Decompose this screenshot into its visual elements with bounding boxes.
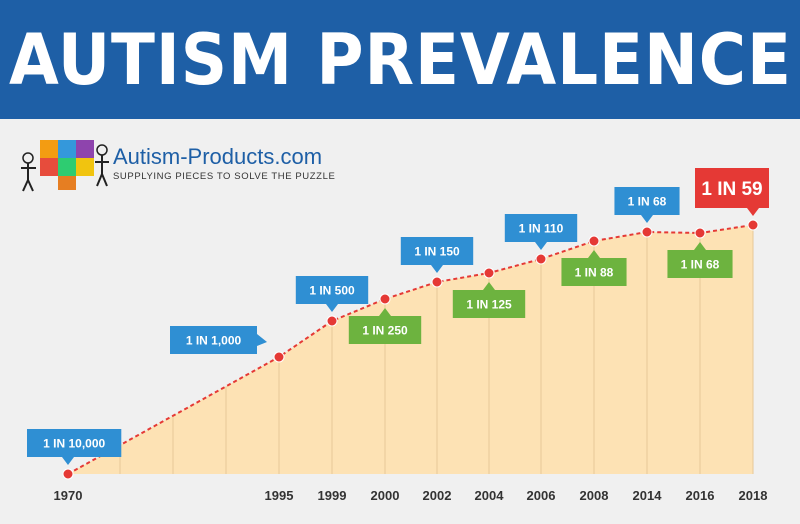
data-point (535, 253, 547, 265)
callout-pointer (431, 265, 443, 273)
callout-text: 1 IN 500 (309, 283, 355, 297)
x-tick-label: 2016 (686, 488, 715, 503)
x-tick-label: 2018 (739, 488, 768, 503)
area-fill (68, 225, 753, 474)
callout-pointer (483, 282, 495, 290)
callout-box (695, 168, 769, 208)
data-point (326, 315, 338, 327)
logo-tagline: SUPPLYING PIECES TO SOLVE THE PUZZLE (113, 171, 336, 182)
callout-pointer (641, 215, 653, 223)
callout-text: 1 IN 110 (519, 221, 564, 235)
callout-box (504, 214, 578, 242)
callout-text: 1 IN 250 (362, 323, 408, 337)
callout-label: 1 IN 500 (295, 276, 369, 312)
title-banner: AUTISM PREVALENCE (0, 0, 800, 119)
x-tick-label: 1970 (54, 488, 83, 503)
data-point (379, 293, 391, 305)
x-tick-label: 1995 (265, 488, 294, 503)
callout-text: 1 IN 68 (628, 194, 667, 208)
x-tick-label: 2008 (580, 488, 609, 503)
callout-label: 1 IN 68 (614, 187, 680, 223)
callout-pointer (257, 334, 267, 346)
callout-label: 1 IN 250 (348, 308, 422, 344)
callout-pointer (747, 208, 759, 216)
callout-box (614, 187, 680, 215)
callout-pointer (326, 304, 338, 312)
x-tick-label: 2014 (633, 488, 663, 503)
callout-label: 1 IN 150 (400, 237, 474, 273)
callout-text: 1 IN 10,000 (43, 436, 105, 450)
data-point (641, 226, 653, 238)
callout-label: 1 IN 110 (504, 214, 578, 250)
x-tick-label: 1999 (318, 488, 347, 503)
data-point (694, 227, 706, 239)
callout-text: 1 IN 125 (466, 297, 512, 311)
callout-pointer (62, 457, 74, 465)
callout-text: 1 IN 88 (575, 265, 614, 279)
callout-box (348, 316, 422, 344)
data-point (431, 276, 443, 288)
x-tick-label: 2004 (475, 488, 505, 503)
logo: Autism-Products.com SUPPLYING PIECES TO … (18, 136, 338, 196)
data-point (62, 468, 74, 480)
callout-pointer (535, 242, 547, 250)
callout-pointer (588, 250, 600, 258)
data-point (483, 267, 495, 279)
x-tick-label: 2006 (527, 488, 556, 503)
callout-box (400, 237, 474, 265)
callout-text: 1 IN 150 (414, 244, 460, 258)
callout-box (667, 250, 733, 278)
data-point (588, 235, 600, 247)
page-title: AUTISM PREVALENCE (8, 18, 792, 101)
callout-text: 1 IN 68 (681, 257, 720, 271)
callout-label: 1 IN 59 (695, 168, 769, 216)
callout-box (452, 290, 526, 318)
callout-text: 1 IN 1,000 (186, 333, 242, 347)
callout-box (27, 429, 122, 457)
data-point (747, 219, 759, 231)
x-tick-label: 2000 (371, 488, 400, 503)
callout-label: 1 IN 68 (667, 242, 733, 278)
puzzle-logo-icon (21, 140, 109, 192)
x-tick-label: 2002 (423, 488, 452, 503)
callout-text: 1 IN 59 (701, 179, 762, 200)
callout-box (561, 258, 627, 286)
logo-name: Autism-Products.com (113, 144, 323, 169)
callout-pointer (379, 308, 391, 316)
callout-pointer (694, 242, 706, 250)
data-point (273, 351, 285, 363)
callout-label: 1 IN 10,000 (27, 429, 122, 465)
callout-box (295, 276, 369, 304)
callout-box (170, 326, 257, 354)
callout-label: 1 IN 125 (452, 282, 526, 318)
callout-label: 1 IN 1,000 (170, 326, 267, 354)
callout-label: 1 IN 88 (561, 250, 627, 286)
